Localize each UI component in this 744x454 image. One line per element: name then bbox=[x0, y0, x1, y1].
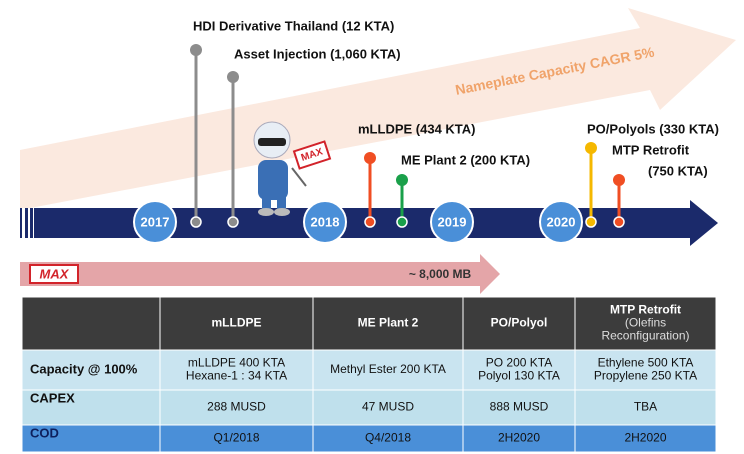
cell-text: Polyol 130 KTA bbox=[478, 369, 560, 383]
table: mLLDPE ME Plant 2 PO/Polyol MTP Retrofit(Ol… bbox=[22, 297, 716, 452]
pin-base bbox=[365, 217, 375, 227]
stripe bbox=[28, 208, 30, 238]
milestone-label: ME Plant 2 (200 KTA) bbox=[401, 152, 530, 167]
milestone-label: HDI Derivative Thailand (12 KTA) bbox=[193, 18, 394, 33]
cell-text: PO 200 KTA bbox=[486, 356, 552, 370]
row-label: COD bbox=[30, 425, 59, 440]
year-label: 2020 bbox=[547, 214, 576, 229]
year-label: 2018 bbox=[311, 214, 340, 229]
pin-head bbox=[190, 44, 202, 56]
slide: Nameplate Capacity CAGR 5% MAX ~ 8,000 M… bbox=[0, 0, 744, 454]
timeline-arrowhead bbox=[690, 200, 718, 246]
pin-head bbox=[227, 71, 239, 83]
year-label: 2017 bbox=[141, 214, 170, 229]
stripe bbox=[22, 208, 25, 238]
pin-base bbox=[397, 217, 407, 227]
cell-text: 2H2020 bbox=[624, 431, 666, 445]
milestone-label: MTP Retrofit bbox=[612, 142, 690, 157]
pin-head bbox=[585, 142, 597, 154]
cell-text: Q1/2018 bbox=[213, 431, 259, 445]
row-label: Capacity @ 100% bbox=[30, 361, 138, 376]
cell-text: 47 MUSD bbox=[362, 400, 414, 414]
pin-head bbox=[613, 174, 625, 186]
pin-base bbox=[191, 217, 201, 227]
row-label: CAPEX bbox=[30, 390, 75, 405]
header-text: PO/Polyol bbox=[491, 316, 548, 330]
cell-text: mLLDPE 400 KTA bbox=[188, 356, 285, 370]
milestone-label: Asset Injection (1,060 KTA) bbox=[234, 46, 401, 61]
pin-head bbox=[364, 152, 376, 164]
header-text: Reconfiguration) bbox=[601, 329, 689, 343]
milestone-label: (750 KTA) bbox=[648, 163, 708, 178]
cell-text: Hexane-1 : 34 KTA bbox=[186, 369, 287, 383]
pin-base bbox=[614, 217, 624, 227]
year-label: 2019 bbox=[438, 214, 467, 229]
header-cell bbox=[22, 297, 160, 350]
cell-text: Ethylene 500 KTA bbox=[598, 356, 694, 370]
header-text: mLLDPE bbox=[211, 316, 261, 330]
cell-text: 288 MUSD bbox=[207, 400, 266, 414]
logo: MAX bbox=[40, 266, 70, 281]
investment-amount: ~ 8,000 MB bbox=[409, 267, 472, 281]
milestone-label: mLLDPE (434 KTA) bbox=[358, 121, 476, 136]
header-text: MTP Retrofit bbox=[610, 303, 681, 317]
pin-head bbox=[396, 174, 408, 186]
stripe bbox=[33, 208, 34, 238]
cell-text: TBA bbox=[634, 400, 657, 414]
cell-text: Q4/2018 bbox=[365, 431, 411, 445]
pin-base bbox=[228, 217, 238, 227]
pin-base bbox=[586, 217, 596, 227]
cell-text: 888 MUSD bbox=[490, 400, 549, 414]
header-text: (Olefins bbox=[625, 316, 666, 330]
trend-arrow bbox=[20, 8, 736, 210]
milestone-label: PO/Polyols (330 KTA) bbox=[587, 121, 719, 136]
cell-text: Methyl Ester 200 KTA bbox=[330, 362, 446, 376]
header-text: ME Plant 2 bbox=[358, 316, 419, 330]
cell-text: 2H2020 bbox=[498, 431, 540, 445]
cell-text: Propylene 250 KTA bbox=[594, 369, 697, 383]
